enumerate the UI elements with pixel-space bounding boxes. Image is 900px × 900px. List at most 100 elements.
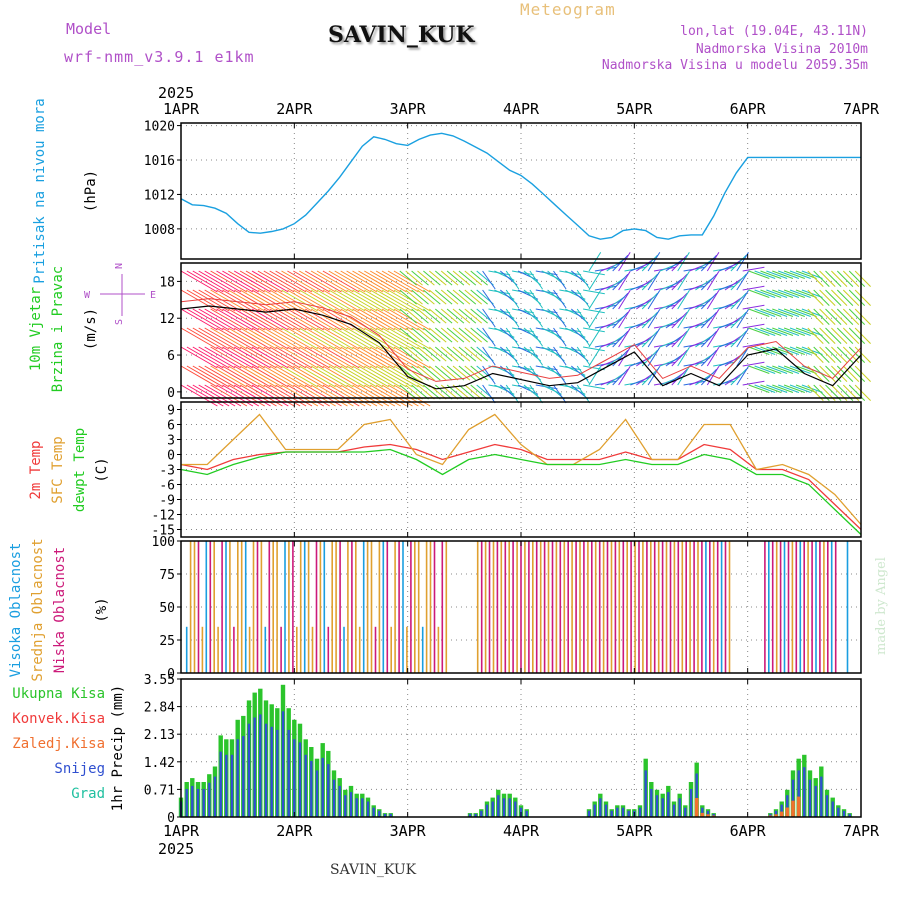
wind-barb [358, 270, 396, 293]
wind-barb [281, 289, 319, 312]
wind-barb [239, 365, 277, 388]
wind-barb [783, 308, 805, 317]
wind-barb [216, 270, 254, 293]
wind-barb [807, 346, 824, 363]
wind-barb [299, 270, 336, 293]
wind-barb [630, 376, 651, 386]
wind-barb [831, 308, 848, 325]
wind-barb [600, 376, 622, 386]
wind-barb [405, 346, 423, 362]
pressure-ylabel-unit: (hPa) [83, 170, 99, 212]
y-tick-label: -15 [152, 524, 175, 539]
wind-barb [778, 365, 800, 374]
wind-barb [316, 289, 354, 312]
wind-barb [310, 365, 348, 388]
wind-barb [375, 289, 413, 312]
wind-barb [304, 346, 342, 369]
wind-barb [464, 346, 483, 362]
wind-barb [464, 289, 483, 305]
wind-barb [446, 308, 465, 324]
pressure-line [180, 132, 861, 240]
wind-barb [458, 270, 477, 286]
wind-barb [630, 281, 651, 291]
wind-barb [760, 384, 782, 393]
wind-barb [340, 270, 378, 293]
wind-barb [529, 308, 543, 328]
precip-bar-snow [366, 801, 370, 817]
wind-barb [641, 349, 658, 367]
y-tick-label: 1016 [144, 154, 175, 169]
wind-barb [328, 270, 366, 293]
wind-barb [411, 308, 429, 324]
wind-barb [423, 308, 441, 324]
precip-ylabel: 1hr Precip (mm) [110, 685, 126, 811]
wind-barb [825, 346, 842, 363]
wind-barb [677, 366, 690, 386]
wind-barb [825, 270, 842, 287]
wind-barb [204, 346, 242, 369]
wind-barb [287, 270, 325, 293]
wind-barb [281, 308, 319, 331]
wind-barb [553, 384, 567, 404]
credit-label: made by Angel [874, 557, 889, 655]
wind-barb [766, 327, 788, 336]
wind-barb [434, 384, 453, 400]
wind-barb [299, 346, 336, 369]
wind-barb [186, 308, 224, 331]
wind-barb [783, 327, 805, 336]
precip-bar-snow [191, 785, 194, 817]
wind-barb [304, 365, 342, 388]
wind-barb [583, 346, 605, 352]
wind-barb [375, 365, 413, 388]
wind-barb [293, 289, 330, 312]
wind-barb [381, 327, 419, 350]
y-tick-label: 0 [167, 811, 175, 826]
wind-barb [464, 384, 483, 400]
x-tick-label-bottom: 1APR [163, 822, 200, 840]
wind-barb [423, 327, 441, 343]
wind-barb [358, 327, 396, 350]
wind-barb [700, 311, 717, 329]
wind-barb [618, 290, 631, 310]
y-tick-label: -3 [159, 464, 175, 479]
wind-barb [854, 270, 871, 287]
wind-barb [795, 327, 817, 336]
wind-barb [553, 365, 567, 385]
wind-barb [742, 304, 765, 310]
precip-bar-snow [672, 804, 676, 817]
wind-barb [340, 289, 378, 312]
wind-barb [494, 346, 515, 357]
wind-barb [517, 384, 539, 395]
wind-barb [659, 281, 681, 291]
wind-barb [204, 308, 242, 331]
wind-speed-line [180, 305, 862, 390]
precip-bar-snow [259, 714, 262, 817]
wind-barb [293, 270, 330, 293]
y-tick-label: 9 [167, 404, 175, 419]
wind-barb [263, 365, 301, 388]
wind-barb [494, 384, 515, 395]
wind-barb [228, 346, 265, 369]
wind-barb [706, 347, 720, 367]
wind-barb [689, 376, 711, 386]
wind-barb [434, 365, 453, 381]
precip-bar-snow [276, 729, 279, 817]
wind-barb [836, 365, 854, 382]
precip-bar-snow [848, 813, 851, 817]
precip-bar-snow [497, 795, 500, 817]
compass-e: E [150, 290, 156, 301]
wind-barb [783, 270, 805, 279]
wind-barb [233, 308, 271, 331]
wind-barb [228, 270, 265, 293]
wind-barb [819, 308, 836, 325]
wind-barb [517, 365, 539, 376]
wind-barb [470, 327, 488, 343]
wind-barb [482, 327, 496, 347]
wind-barb [813, 289, 830, 306]
wind-barb [630, 262, 651, 272]
wind-barb [541, 308, 562, 319]
wind-barb [434, 327, 453, 343]
wind-barb [718, 281, 740, 291]
precip-bar-snow [655, 795, 659, 817]
wind-barb [618, 271, 631, 291]
